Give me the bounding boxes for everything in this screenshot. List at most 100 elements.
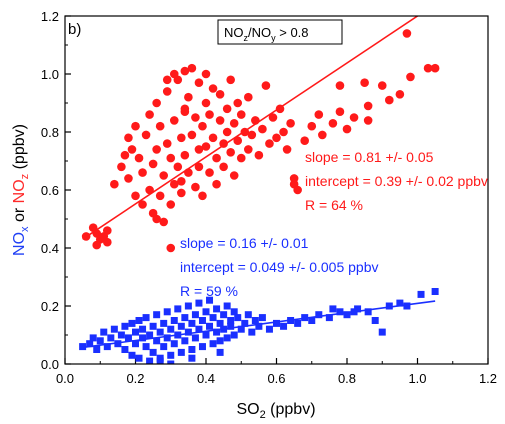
red-data-point [184, 92, 193, 102]
blue-data-point [153, 311, 161, 319]
blue-data-point [86, 340, 94, 348]
red-data-point [215, 116, 225, 125]
plot-frame [64, 15, 489, 365]
red-data-point [145, 110, 154, 119]
blue-data-point [188, 319, 196, 327]
red-data-point [117, 162, 126, 172]
blue-data-point [146, 357, 154, 364]
red-data-point [212, 153, 221, 163]
blue-data-point [139, 325, 147, 333]
red-data-point [251, 116, 260, 125]
red-data-point [169, 179, 179, 189]
blue-data-point [167, 360, 175, 364]
blue-data-point [237, 325, 245, 333]
blue-data-point [146, 331, 154, 339]
red-data-point [177, 133, 186, 143]
blue-data-point [177, 322, 185, 330]
red-data-point [335, 107, 345, 116]
red-data-point [268, 113, 278, 122]
blue-data-point [191, 334, 199, 342]
blue-data-point [230, 308, 238, 316]
blue-data-point [177, 348, 185, 356]
red-data-point [282, 145, 292, 154]
blue-data-point [198, 317, 206, 324]
red-data-point [184, 168, 193, 177]
blue-data-point [329, 305, 337, 313]
blue-data-point [251, 317, 259, 324]
blue-data-point [188, 354, 196, 362]
x-axis-label: SO2 (ppbv) [236, 401, 315, 421]
red-data-point [141, 130, 151, 140]
x-tick-label: 0.8 [338, 371, 356, 386]
x-tick-label: 0.0 [56, 371, 74, 386]
blue-data-point [107, 334, 115, 342]
red-intercept-text: intercept = 0.39 +/- 0.02 ppbv [305, 173, 488, 189]
red-data-point [177, 177, 186, 186]
red-data-point [233, 136, 243, 145]
y-tick-label: 0.4 [41, 241, 59, 256]
red-data-point [286, 119, 295, 128]
red-slope-text: slope = 0.81 +/- 0.05 [305, 149, 434, 165]
blue-data-point [315, 311, 323, 319]
blue-data-point [195, 299, 203, 307]
panel-label: b) [68, 21, 81, 38]
red-data-point [201, 69, 211, 79]
red-data-point [226, 148, 235, 157]
red-data-point [124, 174, 133, 183]
blue-data-point [93, 346, 101, 353]
red-data-point [191, 182, 200, 192]
blue-data-point [301, 314, 309, 322]
blue-data-point [223, 302, 231, 310]
y-tick-label: 1.0 [41, 67, 59, 82]
red-data-point [110, 179, 119, 189]
blue-data-point [287, 317, 295, 324]
red-data-point [279, 127, 288, 137]
y-tick-label: 0.2 [41, 299, 59, 314]
x-tick-label: 0.6 [267, 371, 285, 386]
red-data-point [134, 153, 144, 163]
blue-data-point [273, 319, 280, 327]
red-data-point [247, 130, 257, 140]
red-data-point [258, 124, 267, 134]
blue-data-point [227, 317, 235, 324]
blue-data-point [431, 288, 439, 295]
red-data-point [244, 92, 253, 102]
red-data-point [236, 153, 246, 163]
red-data-point [162, 75, 172, 85]
blue-data-point [156, 357, 164, 364]
x-tick-label: 1.2 [479, 371, 497, 386]
red-data-point [81, 232, 91, 241]
blue-data-point [385, 302, 393, 310]
red-data-point [152, 145, 161, 154]
red-data-point [166, 200, 176, 209]
red-data-point [219, 139, 228, 148]
blue-data-point [135, 317, 143, 324]
red-data-point [342, 124, 352, 134]
red-data-point [233, 98, 243, 108]
blue-data-point [209, 314, 217, 322]
blue-data-point [308, 317, 316, 324]
red-data-point [148, 159, 158, 169]
red-data-point [152, 214, 161, 224]
blue-data-point [153, 337, 161, 345]
blue-data-point [244, 311, 252, 319]
blue-data-point [160, 343, 168, 351]
red-data-point [120, 150, 130, 160]
red-data-point [360, 78, 369, 87]
blue-data-point [156, 328, 164, 336]
red-data-point [92, 240, 102, 250]
red-data-point [254, 150, 264, 160]
red-data-point [406, 72, 415, 82]
blue-data-point [132, 340, 139, 348]
red-data-point [198, 121, 207, 131]
red-data-point [349, 113, 359, 122]
blue-data-point [149, 322, 157, 330]
red-data-point [145, 185, 154, 195]
red-data-point [205, 168, 214, 177]
red-data-point [159, 171, 168, 180]
red-data-point [191, 113, 200, 122]
red-data-point [385, 95, 394, 105]
blue-data-point [248, 328, 256, 336]
blue-data-point [135, 354, 143, 362]
